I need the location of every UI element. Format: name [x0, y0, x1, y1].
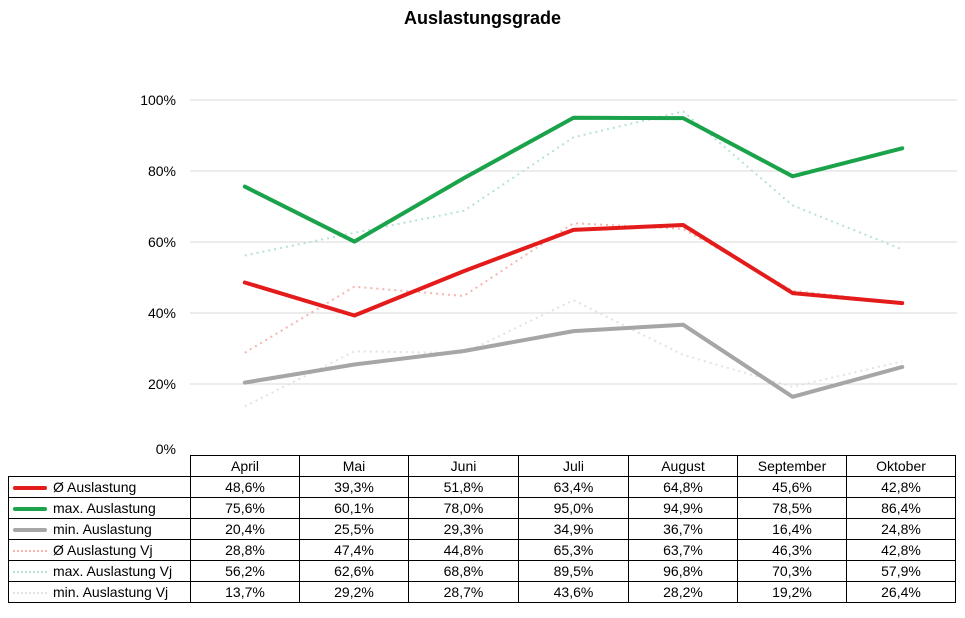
series-line-5: [244, 299, 903, 408]
data-cell: 57,9%: [846, 560, 956, 582]
data-cell: 20,4%: [190, 518, 300, 540]
data-cell: 96,8%: [628, 560, 738, 582]
data-cell: 89,5%: [518, 560, 629, 582]
data-cell: 43,6%: [518, 581, 629, 603]
table-row: max. Auslastung Vj 56,2% 62,6% 68,8% 89,5% 96…: [8, 560, 956, 582]
table-header-row: April Mai Juni Juli August September Okt…: [9, 455, 956, 477]
series-legend-cell: min. Auslastung: [8, 518, 191, 540]
series-name: min. Auslastung: [53, 521, 152, 537]
data-cell: 13,7%: [190, 581, 300, 603]
legend-key-line: [13, 528, 47, 533]
data-cell: 63,7%: [628, 539, 738, 561]
data-cell: 39,3%: [299, 476, 409, 498]
data-cell: 26,4%: [846, 581, 956, 603]
data-cell: 70,3%: [737, 560, 847, 582]
data-cell: 24,8%: [846, 518, 956, 540]
data-cell: 63,4%: [518, 476, 629, 498]
table-row: Ø Auslastung Vj 28,8% 47,4% 44,8% 65,3% 63,7%…: [8, 539, 956, 561]
data-cell: 29,2%: [299, 581, 409, 603]
table-header-cell: Mai: [299, 455, 409, 477]
series-name: Ø Auslastung Vj: [53, 542, 153, 558]
data-cell: 62,6%: [299, 560, 409, 582]
data-cell: 45,6%: [737, 476, 847, 498]
series-name: min. Auslastung Vj: [53, 584, 169, 600]
data-cell: 29,3%: [408, 518, 519, 540]
data-cell: 86,4%: [846, 497, 956, 519]
data-cell: 28,8%: [190, 539, 300, 561]
data-cell: 65,3%: [518, 539, 629, 561]
table-row: max. Auslastung 75,6% 60,1% 78,0% 95,0% 94,9%…: [8, 497, 956, 519]
data-cell: 25,5%: [299, 518, 409, 540]
data-cell: 60,1%: [299, 497, 409, 519]
table-row: min. Auslastung Vj 13,7% 29,2% 28,7% 43,6% 28…: [8, 581, 956, 603]
series-line-0: [242, 223, 905, 318]
data-cell: 95,0%: [518, 497, 629, 519]
line-chart: 0% 20% 40% 60% 80% 100%: [140, 92, 957, 455]
series-line-3: [244, 222, 903, 354]
legend-key-line: [13, 550, 47, 553]
table-corner: [9, 456, 191, 477]
data-cell: 28,7%: [408, 581, 519, 603]
data-cell: 36,7%: [628, 518, 738, 540]
data-cell: 16,4%: [737, 518, 847, 540]
series-legend-cell: min. Auslastung Vj: [8, 581, 191, 603]
y-tick-label: 20%: [148, 376, 176, 392]
series-legend-cell: Ø Auslastung: [8, 476, 191, 498]
table-header-cell: August: [628, 455, 738, 477]
data-cell: 56,2%: [190, 560, 300, 582]
series-name: max. Auslastung Vj: [53, 563, 173, 579]
data-cell: 19,2%: [737, 581, 847, 603]
chart-title: Auslastungsgrade: [403, 8, 562, 28]
data-cell: 42,8%: [846, 476, 956, 498]
table-header-cell: Oktober: [846, 455, 956, 477]
table-header-cell: September: [737, 455, 847, 477]
data-cell: 28,2%: [628, 581, 738, 603]
series-name: Ø Auslastung: [53, 479, 137, 495]
data-cell: 64,8%: [628, 476, 738, 498]
series-legend-cell: max. Auslastung Vj: [8, 560, 191, 582]
data-cell: 48,6%: [190, 476, 300, 498]
y-tick-label: 100%: [140, 92, 176, 108]
y-tick-label: 0%: [156, 441, 176, 455]
legend-key-line: [13, 592, 47, 595]
data-table: April Mai Juni Juli August September Okt…: [8, 455, 956, 603]
data-cell: 51,8%: [408, 476, 519, 498]
data-cell: 34,9%: [518, 518, 629, 540]
y-tick-label: 40%: [148, 305, 176, 321]
data-cell: 44,8%: [408, 539, 519, 561]
data-cell: 42,8%: [846, 539, 956, 561]
data-cell: 68,8%: [408, 560, 519, 582]
data-cell: 75,6%: [190, 497, 300, 519]
legend-key-line: [13, 486, 47, 491]
table-row: Ø Auslastung 48,6% 39,3% 51,8% 63,4% 64,8% 45,…: [8, 476, 956, 498]
table-header-cell: April: [190, 455, 300, 477]
table-row: min. Auslastung 20,4% 25,5% 29,3% 34,9% 36,7%…: [8, 518, 956, 540]
data-cell: 78,5%: [737, 497, 847, 519]
legend-key-line: [13, 571, 47, 574]
data-cell: 46,3%: [737, 539, 847, 561]
data-cell: 94,9%: [628, 497, 738, 519]
series-legend-cell: Ø Auslastung Vj: [8, 539, 191, 561]
data-cell: 47,4%: [299, 539, 409, 561]
table-header-cell: Juni: [408, 455, 519, 477]
series-legend-cell: max. Auslastung: [8, 497, 191, 519]
legend-key-line: [13, 507, 47, 512]
y-tick-label: 80%: [148, 163, 176, 179]
table-header-cell: Juli: [518, 455, 629, 477]
data-cell: 78,0%: [408, 497, 519, 519]
series-line-4: [244, 110, 903, 257]
y-tick-label: 60%: [148, 234, 176, 250]
series-line-1: [242, 115, 905, 244]
series-line-2: [242, 322, 905, 399]
series-name: max. Auslastung: [53, 500, 156, 516]
